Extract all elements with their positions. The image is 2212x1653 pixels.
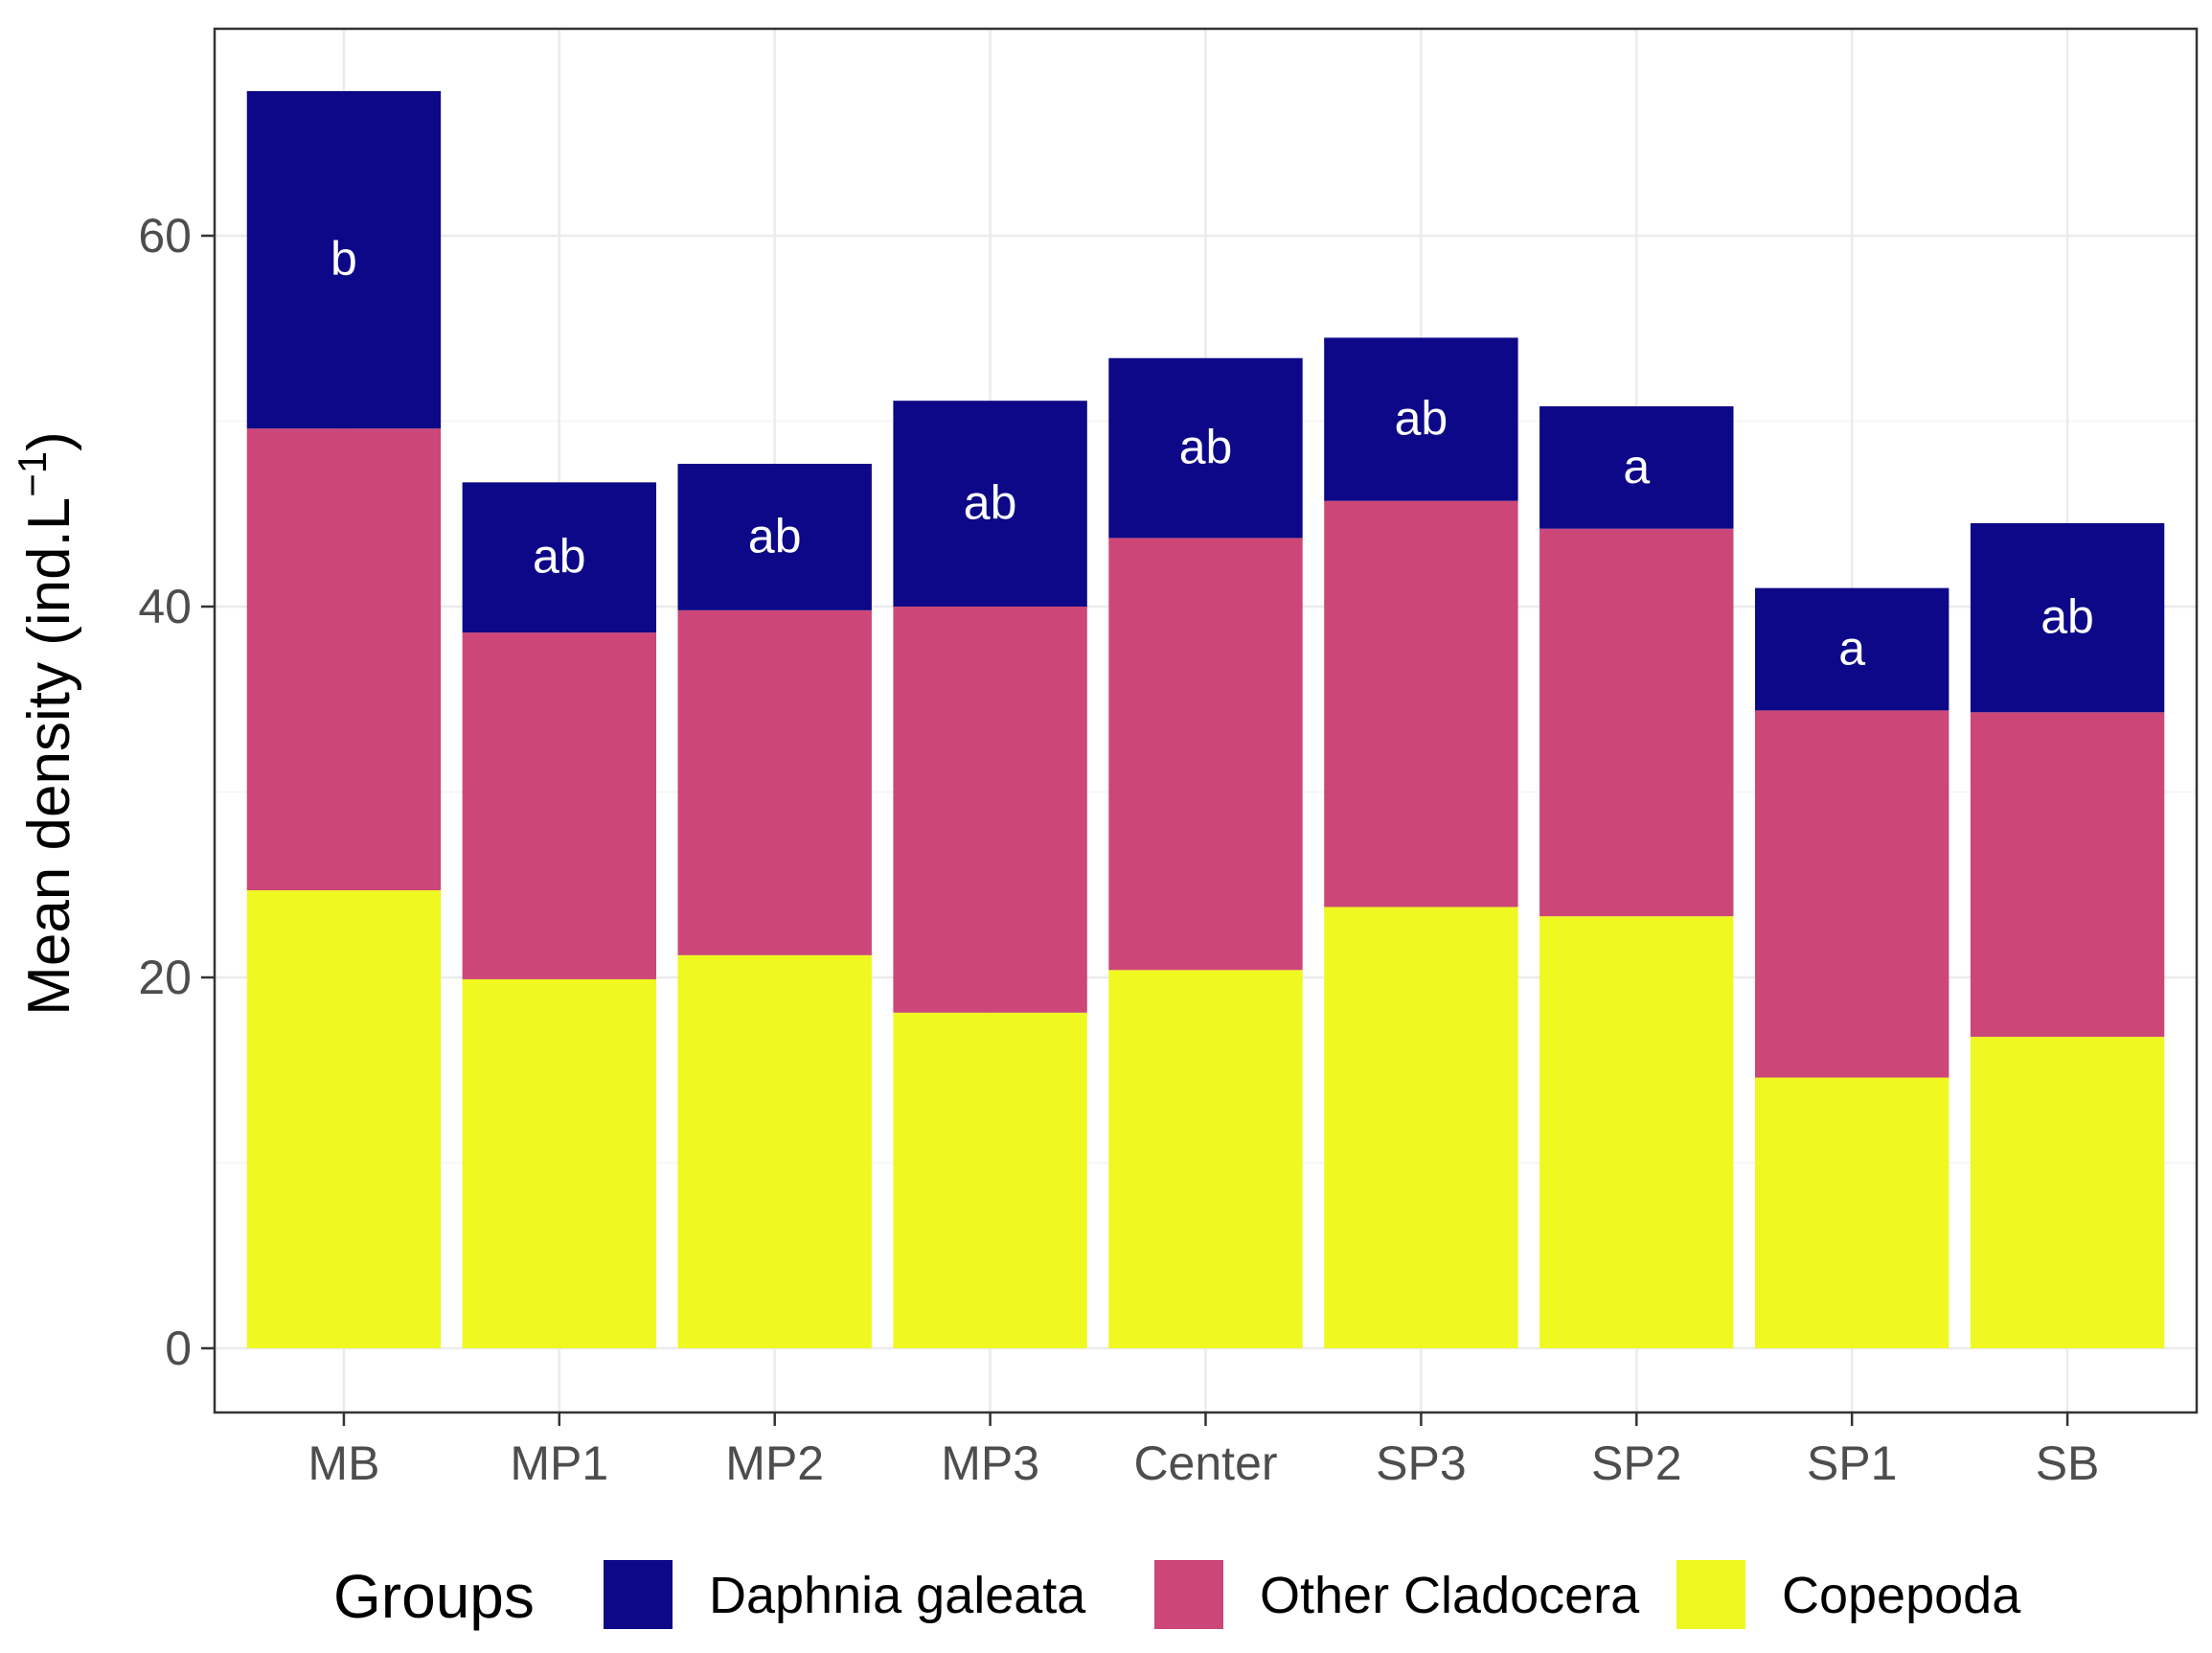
bar-daphnia-galeata-sp3 (1324, 337, 1518, 501)
y-axis-title: Mean density (ind.L−1) (10, 431, 82, 1016)
bar-other-cladocera-mp1 (462, 632, 657, 979)
bar-copepoda-sp2 (1539, 916, 1734, 1348)
bar-daphnia-galeata-mp2 (677, 464, 872, 610)
legend-label-daphnia-galeata: Daphnia galeata (709, 1567, 1086, 1624)
legend-label-other-cladocera: Other Cladocera (1260, 1567, 1640, 1624)
significance-label-mb: b (331, 232, 357, 286)
bars (246, 91, 2165, 1348)
x-tick-label-sp1: SP1 (1807, 1436, 1898, 1490)
bar-daphnia-galeata-mp3 (893, 401, 1087, 607)
bar-daphnia-galeata-sp1 (1754, 587, 1950, 711)
significance-label-center: ab (1179, 421, 1233, 474)
legend-title: Groups (333, 1562, 535, 1631)
x-tick-label-sp2: SP2 (1591, 1436, 1682, 1490)
bar-daphnia-galeata-sb (1970, 522, 2165, 713)
significance-label-mp3: ab (964, 476, 1017, 530)
bar-other-cladocera-mp3 (893, 607, 1087, 1013)
bar-other-cladocera-mb (246, 428, 442, 891)
bar-copepoda-sb (1970, 1036, 2165, 1348)
y-axis: 0 20 40 60 (138, 209, 215, 1375)
y-tick-label: 20 (138, 951, 192, 1004)
x-tick-label-mp3: MP3 (941, 1436, 1039, 1490)
x-tick-label-sb: SB (2036, 1436, 2100, 1490)
significance-label-sp2: a (1623, 440, 1650, 494)
y-axis-title-close: ) (16, 431, 82, 451)
x-axis: MB MP1 MP2 MP3 Center SP3 SP2 SP1 SB (308, 1412, 2099, 1490)
significance-label-mp1: ab (533, 530, 586, 584)
significance-label-mp2: ab (748, 509, 802, 562)
x-tick-label-sp3: SP3 (1376, 1436, 1467, 1490)
bar-daphnia-galeata-mb (246, 91, 442, 429)
significance-labels: b ab ab ab ab ab a a ab (331, 232, 2094, 675)
bar-daphnia-galeata-mp1 (462, 482, 657, 633)
bar-other-cladocera-sp2 (1539, 528, 1734, 917)
x-tick-label-mb: MB (308, 1436, 379, 1490)
bar-copepoda-mb (246, 890, 442, 1348)
legend-key-other-cladocera (1154, 1560, 1223, 1629)
bar-daphnia-galeata-center (1108, 357, 1303, 539)
y-axis-title-superscript: −1 (10, 451, 55, 497)
bar-copepoda-mp2 (677, 954, 872, 1348)
y-axis-title-text: Mean density (ind.L (16, 497, 82, 1016)
x-tick-label-center: Center (1133, 1436, 1277, 1490)
bar-copepoda-sp3 (1324, 907, 1518, 1348)
significance-label-sp1: a (1838, 622, 1865, 676)
bar-copepoda-sp1 (1754, 1077, 1950, 1348)
y-tick-label: 0 (165, 1321, 192, 1375)
bar-copepoda-center (1108, 970, 1303, 1348)
x-tick-label-mp2: MP2 (725, 1436, 824, 1490)
bar-copepoda-mp1 (462, 978, 657, 1348)
legend-key-daphnia-galeata (604, 1560, 673, 1629)
x-tick-label-mp1: MP1 (510, 1436, 608, 1490)
bar-other-cladocera-sp3 (1324, 500, 1518, 907)
bar-daphnia-galeata-sp2 (1539, 406, 1734, 529)
bar-copepoda-mp3 (893, 1012, 1087, 1348)
legend-key-copepoda (1676, 1560, 1745, 1629)
legend-label-copepoda: Copepoda (1782, 1567, 2021, 1624)
legend: Groups Daphnia galeata Other Cladocera Cop… (333, 1560, 2021, 1631)
bar-other-cladocera-center (1108, 538, 1303, 971)
bar-other-cladocera-mp2 (677, 609, 872, 955)
significance-label-sb: ab (2041, 590, 2094, 644)
y-tick-label: 60 (138, 209, 192, 263)
y-tick-label: 40 (138, 580, 192, 633)
significance-label-sp3: ab (1395, 392, 1448, 446)
bar-other-cladocera-sb (1970, 712, 2165, 1037)
bar-other-cladocera-sp1 (1754, 710, 1950, 1078)
